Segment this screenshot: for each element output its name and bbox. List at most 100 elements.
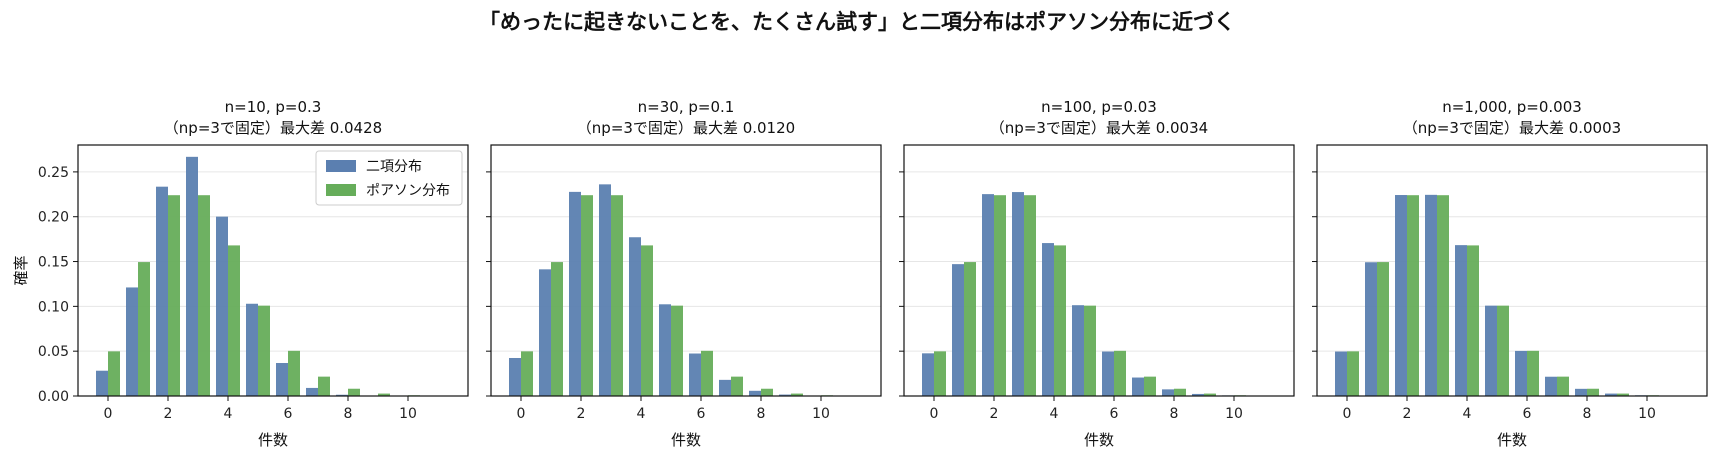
panel-4-x-tick-label: 2 xyxy=(1403,406,1412,422)
panel-4-poisson-bar xyxy=(1497,305,1509,396)
panel-1-poisson-bar xyxy=(258,305,270,396)
panel-4-poisson-bar xyxy=(1557,376,1569,396)
panel-4-poisson-bar xyxy=(1347,351,1359,396)
panel-4-binomial-bar xyxy=(1425,194,1437,396)
panel-3-x-tick-label: 10 xyxy=(1225,406,1243,422)
panel-1-y-tick-label: 0.00 xyxy=(38,389,69,405)
panel-3-poisson-bar xyxy=(1054,245,1066,396)
panel-3-binomial-bar xyxy=(1042,243,1054,396)
panel-4-poisson-bar xyxy=(1437,195,1449,396)
panel-3-binomial-bar xyxy=(1012,192,1024,396)
panel-1-x-tick-label: 2 xyxy=(164,406,173,422)
panel-3-binomial-bar xyxy=(1132,377,1144,396)
panel-4-poisson-bar xyxy=(1467,245,1479,396)
panel-2-binomial-bar xyxy=(539,269,551,396)
panel-3-binomial-bar xyxy=(1192,393,1204,396)
panel-2-x-tick-label: 8 xyxy=(757,406,766,422)
panel-2-poisson-bar xyxy=(731,376,743,396)
panel-3-poisson-bar xyxy=(1174,388,1186,396)
panel-4-x-tick-label: 8 xyxy=(1583,406,1592,422)
panel-4-poisson-bar xyxy=(1377,262,1389,396)
panel-3-subtitle: （np=3で固定）最大差 0.0034 xyxy=(990,119,1208,137)
panel-2-poisson-bar xyxy=(791,393,803,396)
panel-1-y-axis-label: 確率 xyxy=(12,255,30,285)
panel-1-binomial-bar xyxy=(246,303,258,396)
panel-3-binomial-bar xyxy=(1072,305,1084,396)
panel-2-binomial-bar xyxy=(779,394,791,396)
panel-4-x-tick-label: 6 xyxy=(1523,406,1532,422)
panel-3-poisson-bar xyxy=(1144,376,1156,396)
panel-2-subtitle: （np=3で固定）最大差 0.0120 xyxy=(577,119,795,137)
panel-1-poisson-bar xyxy=(198,195,210,396)
panel-3-x-tick-label: 0 xyxy=(930,406,939,422)
panel-3-x-tick-label: 2 xyxy=(990,406,999,422)
panel-1-poisson-bar xyxy=(138,262,150,396)
figure-title: 「めったに起きないことを、たくさん試す」と二項分布はポアソン分布に近づく xyxy=(479,10,1235,34)
panel-3-poisson-bar xyxy=(964,262,976,396)
panel-1-y-tick-label: 0.15 xyxy=(38,255,69,271)
panel-2-binomial-bar xyxy=(509,357,521,396)
panel-4-binomial-bar xyxy=(1455,245,1467,396)
panel-3-frame xyxy=(903,144,1295,397)
panel-3-poisson-bar xyxy=(934,351,946,396)
panel-4-binomial-bar xyxy=(1575,388,1587,396)
panel-1-poisson-bar xyxy=(318,376,330,396)
panel-1-subtitle: （np=3で固定）最大差 0.0428 xyxy=(164,119,382,137)
panel-3-x-tick-label: 8 xyxy=(1170,406,1179,422)
panel-2-x-tick-label: 0 xyxy=(517,406,526,422)
panel-3-binomial-bar xyxy=(1102,351,1114,396)
panel-2-poisson-bar xyxy=(701,350,713,396)
panel-2-poisson-bar xyxy=(761,388,773,396)
panel-1-poisson-bar xyxy=(168,195,180,396)
panel-1-binomial-bar xyxy=(126,287,138,396)
panel-4-poisson-bar xyxy=(1617,393,1629,396)
panel-2-x-tick-label: 2 xyxy=(577,406,586,422)
panel-4-x-tick-label: 0 xyxy=(1343,406,1352,422)
panel-2-title: n=30, p=0.1 xyxy=(638,98,735,116)
panel-2-poisson-bar xyxy=(581,195,593,396)
panel-4-binomial-bar xyxy=(1485,305,1497,396)
panel-4-title: n=1,000, p=0.003 xyxy=(1442,98,1582,116)
panel-3-poisson-bar xyxy=(1114,350,1126,396)
panel-1-binomial-bar xyxy=(276,363,288,396)
panel-2-x-tick-label: 4 xyxy=(637,406,646,422)
legend-binomial-label: 二項分布 xyxy=(366,159,422,175)
panel-2-poisson-bar xyxy=(671,305,683,396)
panel-2-poisson-bar xyxy=(641,245,653,396)
panel-4-poisson-bar xyxy=(1407,195,1419,396)
panel-1-binomial-bar xyxy=(216,216,228,396)
panel-3-binomial-bar xyxy=(952,264,964,396)
panel-3-binomial-bar xyxy=(922,353,934,396)
panel-1-title: n=10, p=0.3 xyxy=(225,98,322,116)
panel-1-y-tick-label: 0.10 xyxy=(38,299,69,315)
panel-2-x-axis-label: 件数 xyxy=(671,431,701,449)
panel-2-binomial-bar xyxy=(629,237,641,396)
panel-4-frame xyxy=(1316,144,1708,397)
legend-binomial-swatch xyxy=(326,160,356,172)
panel-1-y-tick-label: 0.25 xyxy=(38,165,69,181)
panel-3-x-tick-label: 6 xyxy=(1110,406,1119,422)
panel-4-binomial-bar xyxy=(1365,262,1377,396)
panel-2-x-tick-label: 10 xyxy=(812,406,830,422)
panel-1-binomial-bar xyxy=(186,156,198,396)
panel-3-title: n=100, p=0.03 xyxy=(1041,98,1157,116)
panel-4-binomial-bar xyxy=(1605,393,1617,396)
panel-2-poisson-bar xyxy=(521,351,533,396)
panel-2-binomial-bar xyxy=(719,379,731,396)
panel-4-poisson-bar xyxy=(1587,388,1599,396)
panel-2-frame xyxy=(490,144,882,397)
panel-4-x-tick-label: 4 xyxy=(1463,406,1472,422)
panel-4-binomial-bar xyxy=(1545,376,1557,396)
panel-1-binomial-bar xyxy=(306,387,318,396)
panel-4-binomial-bar xyxy=(1335,351,1347,396)
panel-3-poisson-bar xyxy=(1204,393,1216,396)
panel-1-poisson-bar xyxy=(288,350,300,396)
panel-1-x-axis-label: 件数 xyxy=(258,431,288,449)
panel-4-x-axis-label: 件数 xyxy=(1497,431,1527,449)
panel-2-binomial-bar xyxy=(749,390,761,396)
panel-1-poisson-bar xyxy=(108,351,120,396)
panel-3-x-tick-label: 4 xyxy=(1050,406,1059,422)
panel-1-x-tick-label: 8 xyxy=(344,406,353,422)
legend-poisson-swatch xyxy=(326,184,356,196)
